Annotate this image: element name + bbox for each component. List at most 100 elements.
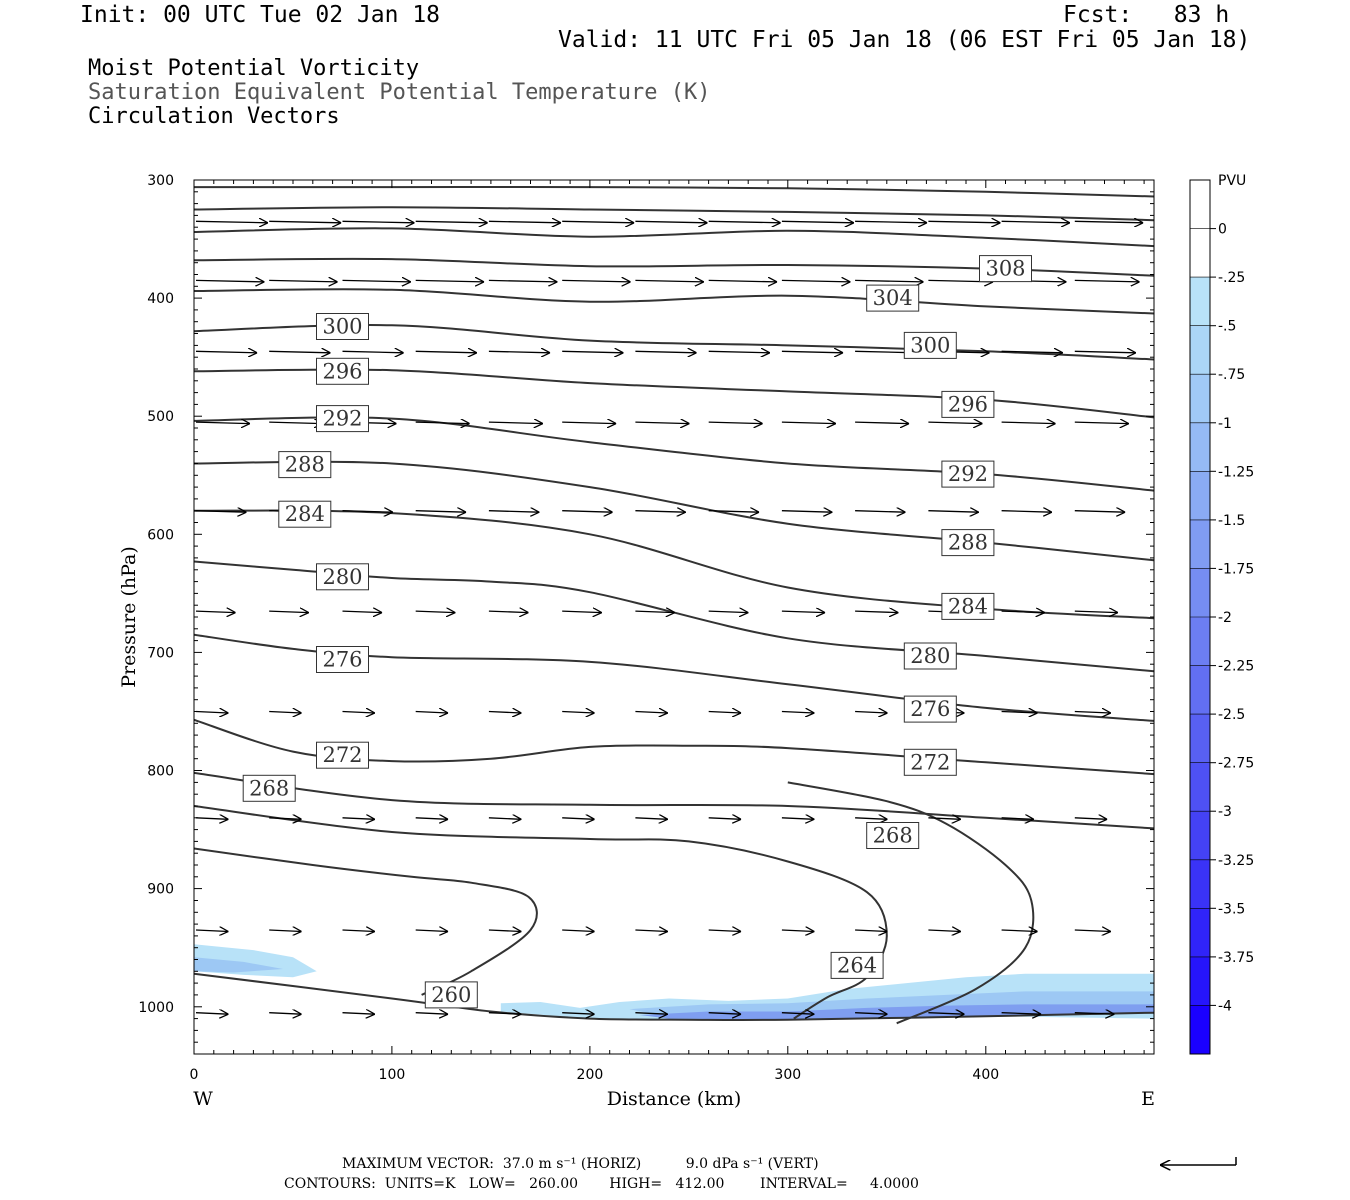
circulation-vector: [635, 280, 703, 282]
contour-label: 280: [903, 642, 957, 670]
plot-frame: [193, 179, 1155, 1055]
x-tick-label: 100: [379, 1067, 406, 1083]
contour-label: 276: [903, 695, 957, 723]
circulation-vector: [781, 1013, 814, 1015]
circulation-vector: [269, 712, 301, 714]
circulation-vector: [342, 511, 393, 513]
colorbar-tick-label: 0: [1218, 222, 1227, 238]
contour-label-text: 276: [910, 697, 950, 721]
circulation-vector: [781, 351, 843, 353]
circulation-vector: [342, 221, 415, 223]
circulation-vector: [708, 221, 781, 223]
theta-es-contour-layer: [194, 186, 1154, 1025]
circulation-vector: [635, 221, 707, 223]
contour-label-text: 268: [873, 824, 913, 848]
forecast-hour: Fcst: 83 h: [1063, 2, 1230, 28]
colorbar-swatch: [1190, 471, 1210, 521]
circulation-vector: [488, 818, 521, 820]
circulation-vector: [928, 930, 960, 932]
circulation-vector: [1074, 221, 1143, 223]
circulation-vector: [269, 351, 330, 353]
circulation-vector: [415, 930, 448, 932]
circulation-vector: [1001, 511, 1052, 513]
circulation-vector: [781, 422, 836, 424]
contour-label-text: 292: [322, 407, 362, 431]
circulation-vector: [1074, 280, 1140, 282]
contour-label: 288: [278, 451, 332, 479]
x-tick-label: 0: [190, 1067, 199, 1083]
field-contour-title: Saturation Equivalent Potential Temperat…: [88, 80, 711, 105]
circulation-vector: [928, 422, 982, 424]
circulation-vector: [195, 818, 228, 820]
circulation-vector: [781, 511, 832, 513]
colorbar-swatch: [1190, 956, 1210, 1006]
colorbar-swatch: [1190, 325, 1210, 375]
contour-label: 280: [316, 563, 369, 591]
circulation-vector: [855, 712, 887, 714]
contour-label: 264: [830, 951, 884, 979]
contour-label-text: 288: [948, 531, 988, 555]
field-shaded-title: Moist Potential Vorticity: [88, 56, 420, 81]
y-axis-title: Pressure (hPa): [118, 546, 140, 688]
contour-line-304: [194, 288, 1154, 315]
circulation-vector: [855, 511, 905, 513]
contour-label-text: 272: [322, 743, 362, 767]
circulation-vector: [269, 280, 337, 282]
y-tick-label: 1000: [138, 1000, 174, 1016]
contour-info-note: CONTOURS: UNITS=K LOW= 260.00 HIGH= 412.…: [284, 1176, 919, 1192]
contour-label-layer: 308 304 300 300 296 296 292 292 288 288 284 284 280 2…: [242, 255, 1032, 1009]
contour-label-text: 280: [322, 565, 362, 589]
circulation-vector: [415, 712, 448, 714]
circulation-vector: [708, 351, 770, 353]
circulation-vector: [562, 280, 630, 282]
circulation-vector: [781, 930, 814, 932]
circulation-vector: [488, 221, 561, 223]
circulation-vector: [342, 611, 383, 613]
colorbar-tick-label: -1.25: [1218, 464, 1254, 480]
axis-ticks: [193, 179, 1154, 1055]
circulation-vector: [1074, 351, 1136, 353]
colorbar-tick-label: -3: [1218, 804, 1232, 820]
circulation-vector: [488, 712, 521, 714]
circulation-vector: [635, 422, 689, 424]
circulation-vector: [342, 818, 375, 820]
colorbar-tick-label: -2.5: [1218, 707, 1245, 723]
circulation-vector: [562, 930, 594, 932]
colorbar-tick-label: -2: [1218, 610, 1232, 626]
circulation-vector: [562, 1013, 594, 1015]
contour-label: 304: [866, 284, 920, 312]
circulation-vector: [1074, 1013, 1115, 1015]
circulation-vector: [269, 930, 301, 932]
colorbar-tick-label: -3.5: [1218, 901, 1245, 917]
colorbar-tick-label: -2.75: [1218, 756, 1254, 772]
contour-line-288: [194, 460, 1154, 562]
contour-label-text: 296: [322, 359, 362, 383]
colorbar-tick-label: -1: [1218, 416, 1232, 432]
colorbar-swatch: [1190, 762, 1210, 812]
contour-line-264: [194, 805, 888, 1020]
colorbar-swatch: [1190, 665, 1210, 715]
colorbar-tick-label: -3.75: [1218, 950, 1254, 966]
contour-label-text: 276: [322, 648, 362, 672]
y-tick-label: 300: [147, 173, 174, 189]
circulation-vector: [1001, 611, 1045, 613]
circulation-vector: [415, 280, 484, 282]
colorbar-units-label: PVU: [1218, 173, 1246, 189]
circulation-vector: [488, 511, 539, 513]
circulation-vector: [928, 818, 960, 820]
contour-line-308: [194, 227, 1154, 248]
circulation-vector: [562, 221, 634, 223]
contour-label: 268: [242, 774, 296, 802]
colorbar-swatch: [1190, 617, 1210, 667]
contour-label-text: 300: [322, 315, 362, 339]
circulation-vector: [269, 818, 301, 820]
contour-label: 276: [316, 646, 369, 673]
x-axis-title: Distance (km): [607, 1088, 742, 1110]
circulation-vector: [562, 818, 594, 820]
contour-label-text: 260: [431, 983, 471, 1007]
circulation-vector: [1001, 1013, 1042, 1015]
contour-label: 292: [941, 460, 995, 488]
y-tick-label: 800: [147, 764, 174, 780]
circulation-vector: [415, 422, 470, 424]
circulation-vector: [195, 611, 236, 613]
